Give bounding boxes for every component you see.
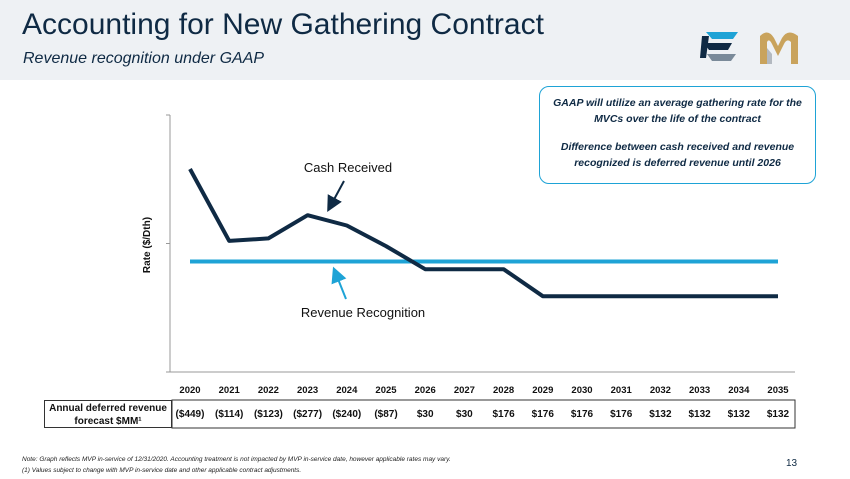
x-tick-label: 2022 bbox=[258, 385, 279, 396]
deferred-revenue-value: ($114) bbox=[215, 409, 243, 420]
x-tick-label: 2026 bbox=[415, 385, 436, 396]
deferred-revenue-value: $132 bbox=[688, 409, 711, 420]
deferred-revenue-value: ($240) bbox=[332, 409, 361, 420]
deferred-revenue-row bbox=[171, 399, 796, 429]
x-tick-label: 2031 bbox=[611, 385, 633, 396]
deferred-revenue-value: $30 bbox=[417, 409, 434, 420]
x-tick-label: 2024 bbox=[336, 385, 358, 396]
page-number: 13 bbox=[786, 458, 798, 469]
deferred-revenue-value: $176 bbox=[571, 409, 594, 420]
footnote-text: (1) Values subject to change with MVP in… bbox=[22, 467, 302, 474]
x-tick-label: 2021 bbox=[219, 385, 241, 396]
x-tick-label: 2030 bbox=[571, 385, 592, 396]
deferred-revenue-value: $176 bbox=[532, 409, 555, 420]
equitrans-logo bbox=[700, 32, 738, 61]
deferred-revenue-value: ($123) bbox=[254, 409, 283, 420]
x-tick-label: 2025 bbox=[375, 385, 397, 396]
annotation-revenue-recognition: Revenue Recognition bbox=[301, 305, 425, 320]
deferred-revenue-value: $176 bbox=[492, 409, 515, 420]
callout-box: GAAP will utilize an average gathering r… bbox=[539, 86, 816, 184]
y-axis-label: Rate ($/Dth) bbox=[142, 217, 153, 273]
deferred-revenue-value: ($449) bbox=[176, 409, 205, 420]
page-title: Accounting for New Gathering Contract bbox=[22, 8, 544, 41]
x-tick-label: 2029 bbox=[532, 385, 553, 396]
deferred-revenue-value: $176 bbox=[610, 409, 633, 420]
series-line-cash-received bbox=[188, 168, 778, 299]
x-tick-label: 2034 bbox=[728, 385, 750, 396]
deferred-revenue-label: Annual deferred revenue forecast $MM¹ bbox=[44, 400, 172, 428]
page-subtitle: Revenue recognition under GAAP bbox=[23, 50, 265, 67]
annotation-arrow-cash bbox=[327, 180, 345, 213]
x-tick-label: 2028 bbox=[493, 385, 514, 396]
deferred-revenue-value: ($277) bbox=[293, 409, 322, 420]
mountain-valley-logo bbox=[760, 32, 798, 64]
deferred-revenue-value: $132 bbox=[649, 409, 672, 420]
callout-line-2: Difference between cash received and rev… bbox=[560, 141, 795, 169]
note-text: Note: Graph reflects MVP in-service of 1… bbox=[22, 456, 451, 463]
x-tick-label: 2035 bbox=[767, 385, 789, 396]
deferred-revenue-value: $30 bbox=[456, 409, 473, 420]
x-tick-label: 2033 bbox=[689, 385, 710, 396]
x-tick-label: 2020 bbox=[179, 385, 200, 396]
annotation-arrow-revenue bbox=[331, 266, 347, 300]
deferred-revenue-value: ($87) bbox=[374, 409, 397, 420]
x-tick-label: 2027 bbox=[454, 385, 475, 396]
annotation-cash-received: Cash Received bbox=[304, 160, 392, 175]
deferred-revenue-value: $132 bbox=[728, 409, 751, 420]
deferred-revenue-value: $132 bbox=[767, 409, 790, 420]
callout-line-1: GAAP will utilize an average gathering r… bbox=[553, 97, 802, 125]
x-tick-label: 2032 bbox=[650, 385, 671, 396]
x-tick-label: 2023 bbox=[297, 385, 318, 396]
